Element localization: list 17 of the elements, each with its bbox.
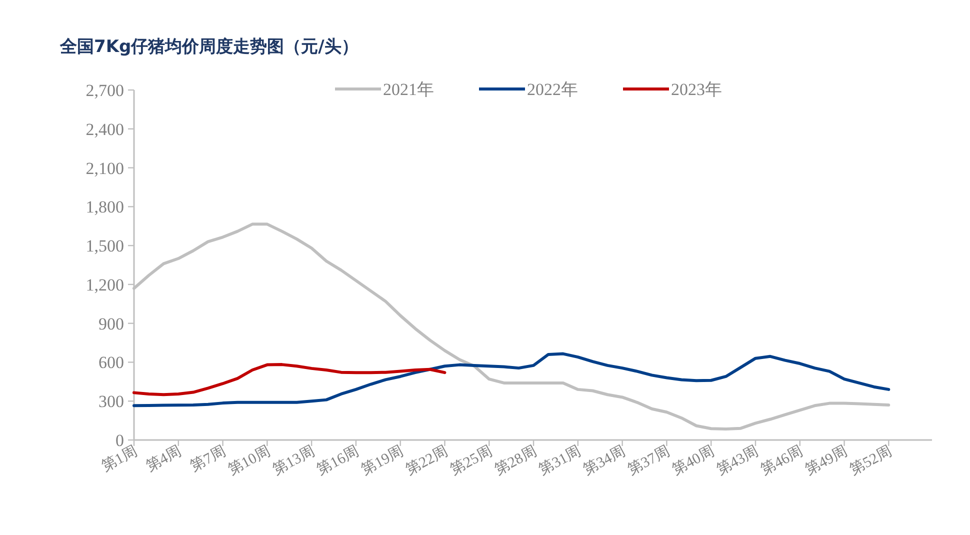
y-tick-label: 1,500 — [86, 236, 124, 256]
legend-label: 2023年 — [671, 80, 722, 99]
y-tick-label: 1,800 — [86, 198, 124, 217]
y-tick-label: 2,400 — [86, 120, 124, 139]
line-series — [132, 352, 890, 408]
x-tick-label: 第4周 — [143, 442, 184, 476]
y-tick-label: 0 — [116, 431, 124, 450]
legend-label: 2021年 — [383, 80, 434, 99]
line-series — [132, 363, 446, 396]
y-tick-label: 2,100 — [86, 158, 124, 178]
legend-label: 2022年 — [527, 80, 578, 99]
y-tick-label: 1,200 — [86, 275, 124, 294]
chart-title: 全国7Kg仔猪均价周度走势图（元/头） — [59, 37, 358, 57]
y-tick-label: 2,700 — [86, 81, 124, 100]
y-tick-label: 600 — [98, 353, 124, 372]
y-tick-label: 300 — [98, 392, 124, 412]
y-tick-label: 900 — [98, 314, 124, 334]
